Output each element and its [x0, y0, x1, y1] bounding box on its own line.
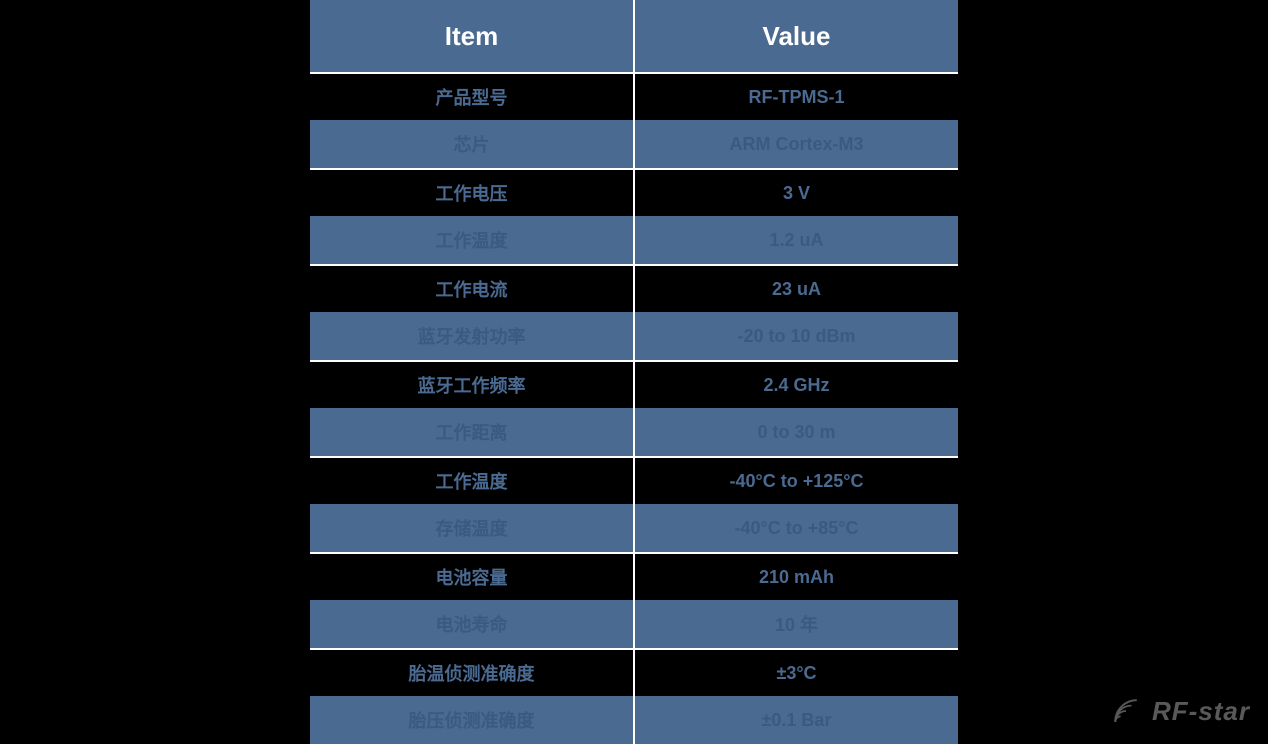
cell-item: 胎温侦测准确度 [310, 648, 635, 696]
table-row: 蓝牙发射功率-20 to 10 dBm [310, 312, 958, 360]
cell-item: 蓝牙发射功率 [310, 312, 635, 360]
table-row: 产品型号RF-TPMS-1 [310, 72, 958, 120]
cell-item: 蓝牙工作频率 [310, 360, 635, 408]
cell-value: ±3°C [635, 648, 958, 696]
cell-value: -20 to 10 dBm [635, 312, 958, 360]
cell-value: 23 uA [635, 264, 958, 312]
cell-value: -40°C to +125°C [635, 456, 958, 504]
cell-item: 电池容量 [310, 552, 635, 600]
table-row: 工作温度-40°C to +125°C [310, 456, 958, 504]
cell-value: ARM Cortex-M3 [635, 120, 958, 168]
brand-watermark: RF-star [1108, 693, 1250, 729]
header-value-label: Value [635, 0, 958, 72]
table-row: 工作电压3 V [310, 168, 958, 216]
cell-value: 210 mAh [635, 552, 958, 600]
spec-table: Item Value 产品型号RF-TPMS-1芯片ARM Cortex-M3工… [310, 0, 958, 744]
cell-item: 存储温度 [310, 504, 635, 552]
cell-value: 2.4 GHz [635, 360, 958, 408]
cell-item: 胎压侦测准确度 [310, 696, 635, 744]
table-row: 工作距离0 to 30 m [310, 408, 958, 456]
cell-item: 工作温度 [310, 456, 635, 504]
header-item-label: Item [310, 0, 635, 72]
cell-value: 3 V [635, 168, 958, 216]
table-row: 存储温度-40°C to +85°C [310, 504, 958, 552]
table-row: 工作温度1.2 uA [310, 216, 958, 264]
cell-value: 1.2 uA [635, 216, 958, 264]
table-row: 芯片ARM Cortex-M3 [310, 120, 958, 168]
table-row: 电池寿命10 年 [310, 600, 958, 648]
table-row: 蓝牙工作频率2.4 GHz [310, 360, 958, 408]
brand-name: RF-star [1152, 696, 1250, 727]
cell-item: 工作温度 [310, 216, 635, 264]
table-row: 胎压侦测准确度±0.1 Bar [310, 696, 958, 744]
table-row: 胎温侦测准确度±3°C [310, 648, 958, 696]
cell-item: 电池寿命 [310, 600, 635, 648]
table-row: 电池容量210 mAh [310, 552, 958, 600]
table-row: 工作电流23 uA [310, 264, 958, 312]
cell-value: 10 年 [635, 600, 958, 648]
cell-value: -40°C to +85°C [635, 504, 958, 552]
cell-item: 工作距离 [310, 408, 635, 456]
table-body: 产品型号RF-TPMS-1芯片ARM Cortex-M3工作电压3 V工作温度1… [310, 72, 958, 744]
cell-value: RF-TPMS-1 [635, 72, 958, 120]
table-header-row: Item Value [310, 0, 958, 72]
rfstar-logo-icon [1108, 693, 1144, 729]
cell-value: ±0.1 Bar [635, 696, 958, 744]
cell-item: 工作电流 [310, 264, 635, 312]
cell-item: 产品型号 [310, 72, 635, 120]
cell-item: 工作电压 [310, 168, 635, 216]
cell-item: 芯片 [310, 120, 635, 168]
cell-value: 0 to 30 m [635, 408, 958, 456]
